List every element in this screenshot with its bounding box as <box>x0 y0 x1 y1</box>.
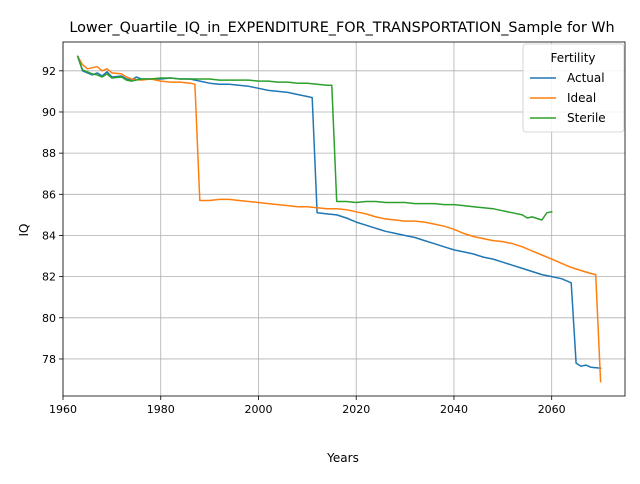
legend-box <box>522 43 625 133</box>
legend-entries: Actual Ideal Sterile <box>530 71 606 125</box>
y-tick-label: 80 <box>42 312 56 325</box>
x-axis-label: Years <box>326 451 359 465</box>
axis-ticks: 1960 1980 2000 2020 2040 2060 78 80 82 84 86 88 90 92 <box>42 65 566 416</box>
y-tick-label: 90 <box>42 106 56 119</box>
x-tick-label: 1980 <box>147 403 175 416</box>
y-tick-label: 84 <box>42 229 56 242</box>
x-tick-label: 2020 <box>342 403 370 416</box>
x-tick-label: 1960 <box>49 403 77 416</box>
series-line-ideal <box>76 55 602 383</box>
y-tick-label: 82 <box>42 271 56 284</box>
legend-title: Fertility <box>550 51 595 65</box>
x-tick-label: 2000 <box>244 403 272 416</box>
legend: Fertility Actual Ideal Sterile <box>522 43 625 133</box>
legend-label: Sterile <box>567 111 606 125</box>
plot-frame <box>62 41 626 397</box>
series-line-actual <box>76 55 602 370</box>
x-tick-label: 2040 <box>440 403 468 416</box>
legend-entry-sterile: Sterile <box>530 111 606 125</box>
y-tick-label: 92 <box>42 65 56 78</box>
legend-entry-actual: Actual <box>530 71 605 85</box>
legend-label: Actual <box>567 71 605 85</box>
series-line-sterile <box>76 55 553 221</box>
x-tick-label: 2060 <box>538 403 566 416</box>
legend-entry-ideal: Ideal <box>530 91 596 105</box>
y-tick-label: 86 <box>42 188 56 201</box>
y-tick-label: 78 <box>42 353 56 366</box>
legend-label: Ideal <box>567 91 596 105</box>
y-axis-label: IQ <box>17 224 31 237</box>
series-lines <box>76 55 602 383</box>
chart-title: Lower_Quartile_IQ_in_EXPENDITURE_FOR_TRA… <box>69 20 614 36</box>
y-tick-label: 88 <box>42 147 56 160</box>
